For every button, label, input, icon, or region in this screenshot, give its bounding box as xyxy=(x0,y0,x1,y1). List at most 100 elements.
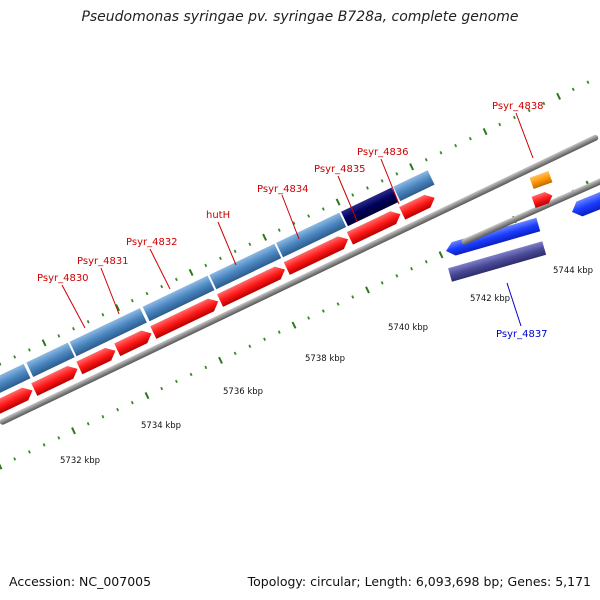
gene-bar-psyr-4837[interactable] xyxy=(448,241,547,282)
major-tick xyxy=(41,339,47,347)
major-tick xyxy=(438,251,444,259)
minor-tick xyxy=(586,80,590,84)
cds-arrow-psyr-4837[interactable] xyxy=(444,217,541,258)
gene-label[interactable]: Psyr_4835 xyxy=(314,164,366,175)
minor-tick xyxy=(27,348,31,352)
minor-tick xyxy=(336,302,340,306)
minor-tick xyxy=(130,400,134,405)
minor-tick xyxy=(424,260,428,264)
scale-labels: 5732 kbp 5734 kbp 5736 kbp 5738 kbp 5740… xyxy=(60,266,593,466)
minor-tick xyxy=(498,122,502,127)
minor-tick xyxy=(0,362,2,366)
cds-arrow-psyr-4831b[interactable] xyxy=(114,327,154,357)
gene-label[interactable]: Psyr_4836 xyxy=(357,147,409,158)
minor-tick xyxy=(13,457,17,461)
gene-label[interactable]: Psyr_4838 xyxy=(492,101,544,112)
minor-tick xyxy=(86,422,90,426)
minor-tick xyxy=(160,284,164,289)
minor-tick xyxy=(321,207,325,211)
cds-arrow-psyr-4834[interactable] xyxy=(283,233,351,275)
gene-label[interactable]: Psyr_4832 xyxy=(126,237,178,248)
major-tick xyxy=(335,198,341,206)
gene-bar-psyr-4832[interactable] xyxy=(142,275,215,322)
minor-tick xyxy=(307,316,311,320)
minor-tick xyxy=(454,143,458,148)
major-tick xyxy=(188,268,194,277)
reverse-track xyxy=(444,176,600,282)
gene-bar-psyr-4834[interactable] xyxy=(276,212,347,258)
major-tick xyxy=(144,391,150,400)
minor-tick xyxy=(101,414,105,419)
gene-label[interactable]: Psyr_4834 xyxy=(257,184,309,195)
cds-arrow-psyr-4830[interactable] xyxy=(31,363,80,396)
minor-tick xyxy=(57,436,61,440)
minor-tick xyxy=(542,101,546,106)
minor-tick xyxy=(174,379,178,384)
minor-tick xyxy=(204,365,208,370)
minor-tick xyxy=(527,108,531,113)
gene-label[interactable]: Psyr_4830 xyxy=(37,273,89,284)
minor-tick xyxy=(380,281,384,285)
scale-label: 5734 kbp xyxy=(141,421,181,431)
cds-arrow-huth[interactable] xyxy=(217,263,288,307)
gene-bar-psyr-4830[interactable] xyxy=(26,342,75,377)
minor-tick xyxy=(27,450,31,454)
minor-tick xyxy=(395,172,399,176)
cds-arrow-psyr-4835[interactable] xyxy=(346,208,404,245)
gene-bar-huth[interactable] xyxy=(209,243,282,290)
map-title: Pseudomonas syringae pv. syringae B728a,… xyxy=(81,9,519,25)
major-tick xyxy=(409,163,415,171)
accession-text: Accession: NC_007005 xyxy=(9,574,152,589)
gene-label[interactable]: hutH xyxy=(206,210,230,221)
major-tick xyxy=(71,427,76,435)
minor-tick xyxy=(439,151,443,155)
rna-feature-psyr-4838[interactable] xyxy=(529,170,553,190)
psyr-4838-features xyxy=(529,170,555,209)
major-tick xyxy=(482,127,488,136)
cds-arrow-psyr-4836[interactable] xyxy=(399,191,438,220)
minor-tick xyxy=(351,295,355,299)
gene-bar-psyr-4831[interactable] xyxy=(69,308,147,357)
minor-tick xyxy=(86,320,90,324)
minor-tick xyxy=(571,87,575,92)
minor-tick xyxy=(365,186,369,190)
minor-tick xyxy=(424,158,428,162)
minor-tick xyxy=(233,351,237,356)
gene-label[interactable]: Psyr_4837 xyxy=(496,329,548,340)
gene-bar-4829[interactable] xyxy=(0,363,31,396)
minor-tick xyxy=(101,312,105,317)
minor-tick xyxy=(218,256,222,261)
label-leaders xyxy=(61,112,534,329)
minor-tick xyxy=(116,407,120,412)
major-tick xyxy=(115,304,121,312)
gene-labels: Psyr_4830 Psyr_4831 Psyr_4832 hutH Psyr_… xyxy=(37,101,548,340)
minor-tick xyxy=(277,228,281,232)
major-tick xyxy=(218,356,223,364)
major-tick xyxy=(262,233,268,241)
minor-tick xyxy=(174,277,178,282)
gene-label[interactable]: Psyr_4831 xyxy=(77,256,129,267)
minor-tick xyxy=(160,386,164,391)
minor-tick xyxy=(292,221,296,225)
major-tick xyxy=(365,286,370,294)
cds-arrow-psyr-4832[interactable] xyxy=(150,295,221,339)
minor-tick xyxy=(307,214,311,218)
cds-arrow-psyr-4838[interactable] xyxy=(531,190,555,209)
minor-tick xyxy=(468,136,472,141)
minor-tick xyxy=(233,249,237,254)
cds-arrow-4829[interactable] xyxy=(0,384,35,417)
minor-tick xyxy=(204,263,208,268)
minor-tick xyxy=(512,115,516,120)
minor-tick xyxy=(130,298,134,303)
minor-tick xyxy=(410,267,414,271)
major-tick xyxy=(291,321,297,329)
genome-backbone xyxy=(0,134,599,425)
cds-arrow-psyr-4831a[interactable] xyxy=(76,344,118,375)
minor-tick xyxy=(248,344,252,348)
gene-bar-psyr-4836[interactable] xyxy=(393,170,435,202)
minor-tick xyxy=(248,242,252,246)
cds-arrow-next[interactable] xyxy=(569,189,600,220)
scale-label: 5736 kbp xyxy=(223,387,263,397)
minor-tick xyxy=(72,327,75,331)
